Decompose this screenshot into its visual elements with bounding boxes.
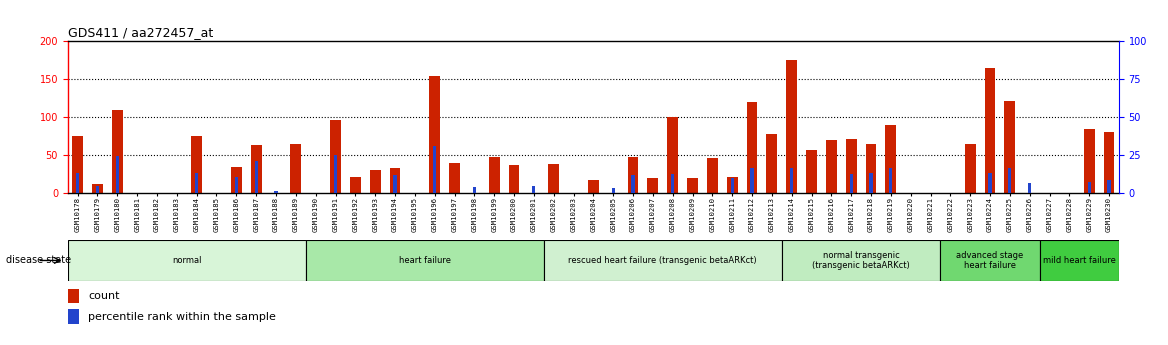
Bar: [68, 240, 306, 281]
Bar: [370, 170, 381, 193]
Bar: [726, 177, 738, 193]
Bar: [68, 289, 79, 303]
Bar: [72, 136, 83, 193]
Bar: [826, 140, 836, 193]
Bar: [846, 139, 856, 193]
Bar: [707, 158, 718, 193]
Bar: [786, 60, 797, 193]
Bar: [965, 144, 975, 193]
Bar: [195, 173, 199, 193]
Bar: [231, 167, 242, 193]
Bar: [116, 156, 119, 193]
Bar: [985, 68, 995, 193]
Bar: [235, 177, 238, 193]
Bar: [291, 144, 301, 193]
Bar: [92, 184, 103, 193]
Bar: [687, 178, 698, 193]
Bar: [390, 168, 401, 193]
Bar: [865, 144, 876, 193]
Bar: [588, 180, 599, 193]
Bar: [940, 240, 1040, 281]
Text: rescued heart failure (transgenic betaARKct): rescued heart failure (transgenic betaAR…: [569, 256, 757, 265]
Bar: [1104, 132, 1114, 193]
Bar: [632, 175, 634, 193]
Text: advanced stage
heart failure: advanced stage heart failure: [957, 251, 1023, 270]
Text: disease state: disease state: [6, 256, 71, 265]
Bar: [885, 125, 896, 193]
Text: GDS411 / aa272457_at: GDS411 / aa272457_at: [68, 26, 213, 39]
Bar: [508, 165, 520, 193]
Text: normal: normal: [172, 256, 202, 265]
Bar: [96, 186, 99, 193]
Bar: [488, 157, 500, 193]
Bar: [533, 186, 535, 193]
Bar: [1004, 101, 1015, 193]
Bar: [1040, 240, 1119, 281]
Bar: [429, 76, 440, 193]
Bar: [68, 309, 79, 324]
Bar: [750, 168, 753, 193]
Bar: [473, 187, 477, 193]
Text: normal transgenic
(transgenic betaARKct): normal transgenic (transgenic betaARKct): [812, 251, 910, 270]
Bar: [433, 146, 437, 193]
Text: heart failure: heart failure: [398, 256, 451, 265]
Bar: [350, 177, 361, 193]
Bar: [192, 136, 202, 193]
Bar: [849, 174, 853, 193]
Bar: [889, 168, 892, 193]
Bar: [274, 191, 278, 193]
Bar: [672, 174, 674, 193]
Bar: [255, 160, 258, 193]
Bar: [869, 173, 872, 193]
Bar: [251, 145, 262, 193]
Bar: [544, 240, 781, 281]
Bar: [647, 178, 659, 193]
Bar: [746, 102, 758, 193]
Bar: [112, 110, 123, 193]
Bar: [1084, 129, 1094, 193]
Bar: [548, 164, 559, 193]
Bar: [612, 188, 614, 193]
Bar: [766, 134, 778, 193]
Text: mild heart failure: mild heart failure: [1043, 256, 1115, 265]
Bar: [331, 120, 341, 193]
Bar: [1087, 182, 1091, 193]
Bar: [667, 117, 679, 193]
Bar: [306, 240, 544, 281]
Bar: [806, 150, 816, 193]
Text: count: count: [89, 291, 119, 301]
Bar: [627, 157, 639, 193]
Bar: [394, 175, 397, 193]
Text: percentile rank within the sample: percentile rank within the sample: [89, 312, 276, 322]
Bar: [334, 155, 338, 193]
Bar: [730, 178, 734, 193]
Bar: [1107, 179, 1111, 193]
Bar: [449, 163, 460, 193]
Bar: [76, 173, 79, 193]
Bar: [988, 173, 992, 193]
Bar: [1028, 183, 1031, 193]
Bar: [781, 240, 940, 281]
Bar: [790, 168, 793, 193]
Bar: [1008, 168, 1011, 193]
